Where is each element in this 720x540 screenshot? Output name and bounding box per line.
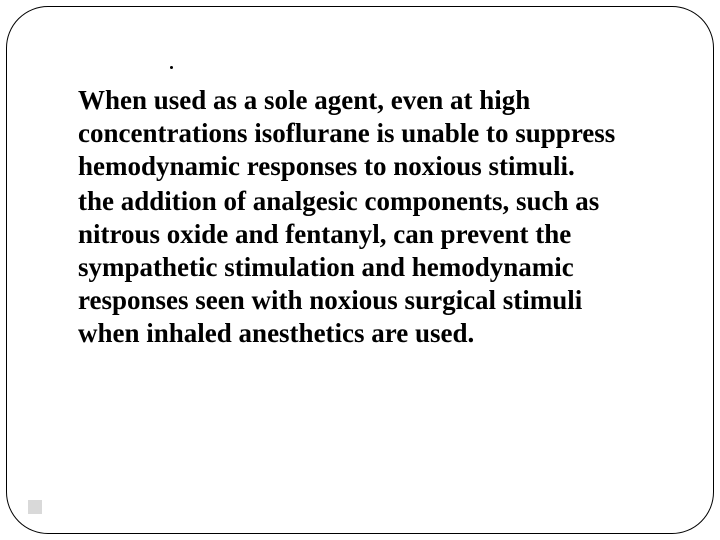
slide-text: When used as a sole agent, even at high … <box>78 84 650 352</box>
corner-decoration <box>28 500 42 514</box>
slide: When used as a sole agent, even at high … <box>0 0 720 540</box>
paragraph-2: the addition of analgesic components, su… <box>78 185 650 350</box>
title-dot <box>170 66 173 69</box>
paragraph-1: When used as a sole agent, even at high … <box>78 84 650 183</box>
